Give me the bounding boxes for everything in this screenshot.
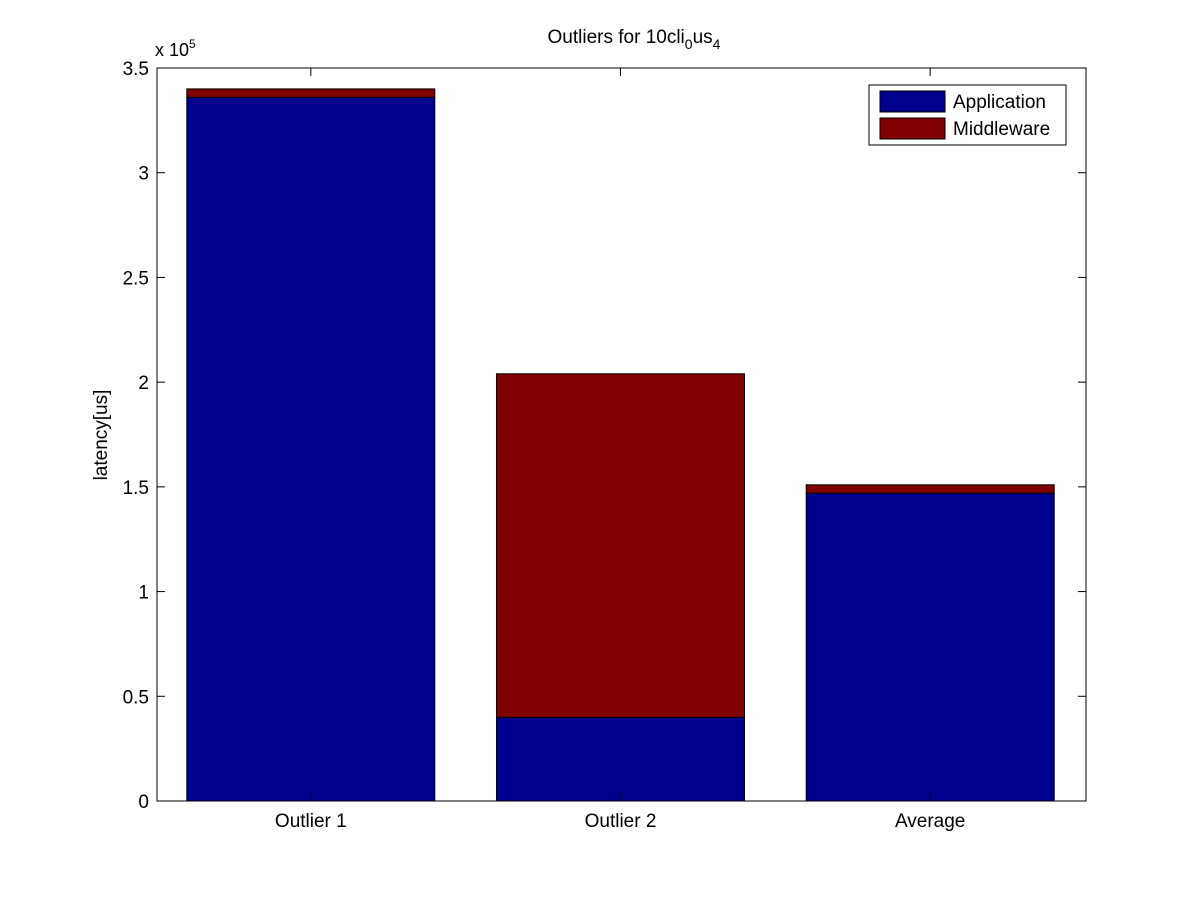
bar-middleware-1: [186, 88, 436, 98]
y-tick-label: 1.5: [123, 478, 149, 499]
legend-swatch-middleware: [879, 117, 946, 140]
x-tick-label: Average: [895, 811, 965, 832]
y-tick-label: 3.5: [123, 59, 149, 80]
legend-swatch-application: [879, 90, 946, 113]
chart-title: Outliers for 10cli0us4: [548, 27, 721, 52]
y-tick-label: 2: [138, 373, 149, 394]
bar-application-3: [805, 492, 1055, 802]
bar-middleware-3: [805, 484, 1055, 494]
legend-label-middleware: Middleware: [953, 119, 1050, 140]
bar-middleware-2: [496, 373, 745, 718]
y-tick-label: 1: [138, 583, 149, 604]
legend: Application Middleware: [868, 84, 1067, 146]
ticks-layer: 0 0.5 1 1.5 2 2.5 3 3.5 Outlier 1 Outlier 2 Averag…: [123, 59, 1086, 832]
bar-application-2: [496, 716, 745, 802]
x-tick-label: Outlier 2: [585, 811, 657, 832]
y-tick-label: 0.5: [123, 687, 149, 708]
legend-label-application: Application: [953, 92, 1046, 113]
y-exponent-label: x 105: [155, 37, 196, 60]
x-tick-label: Outlier 1: [275, 811, 347, 832]
bars-layer: [186, 88, 1055, 802]
y-tick-label: 3: [138, 164, 149, 185]
y-axis-label: latency[us]: [91, 390, 112, 481]
y-tick-label: 2.5: [123, 268, 149, 289]
y-tick-label: 0: [138, 792, 149, 813]
plot-frame: [156, 67, 1087, 802]
bar-application-1: [186, 96, 436, 802]
